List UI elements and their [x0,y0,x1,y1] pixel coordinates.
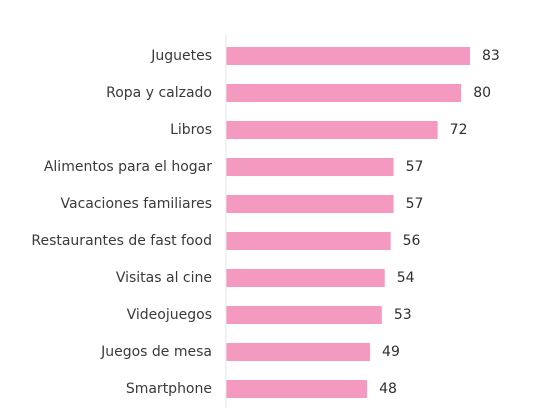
value-label-6: 54 [397,270,415,286]
bar-6 [226,269,385,287]
value-label-9: 48 [379,381,397,397]
category-label-6: Visitas al cine [116,270,212,286]
value-labels-layer: 83 80 72 57 57 56 54 53 49 48 [379,48,500,397]
value-label-0: 83 [482,48,500,64]
value-label-3: 57 [406,159,424,175]
bar-5 [226,232,391,250]
bar-1 [226,84,462,102]
bars-layer [226,47,471,398]
bar-8 [226,343,371,361]
category-label-4: Vacaciones familiares [61,196,212,212]
category-label-3: Alimentos para el hogar [44,159,212,175]
value-label-8: 49 [382,344,400,360]
bar-7 [226,306,382,324]
bar-9 [226,380,368,398]
category-labels-layer: Juguetes Ropa y calzado Libros Alimentos pa… [31,48,212,397]
value-label-1: 80 [473,85,491,101]
bar-4 [226,195,394,213]
category-label-7: Videojuegos [127,307,212,323]
category-label-2: Libros [170,122,212,138]
value-label-7: 53 [394,307,412,323]
value-label-5: 56 [403,233,421,249]
category-label-0: Juguetes [150,48,212,64]
category-label-8: Juegos de mesa [100,344,212,360]
bar-2 [226,121,438,139]
category-label-5: Restaurantes de fast food [31,233,212,249]
bar-0 [226,47,471,65]
category-label-1: Ropa y calzado [106,85,212,101]
value-label-4: 57 [406,196,424,212]
category-label-9: Smartphone [126,381,212,397]
bar-3 [226,158,394,176]
value-label-2: 72 [450,122,468,138]
